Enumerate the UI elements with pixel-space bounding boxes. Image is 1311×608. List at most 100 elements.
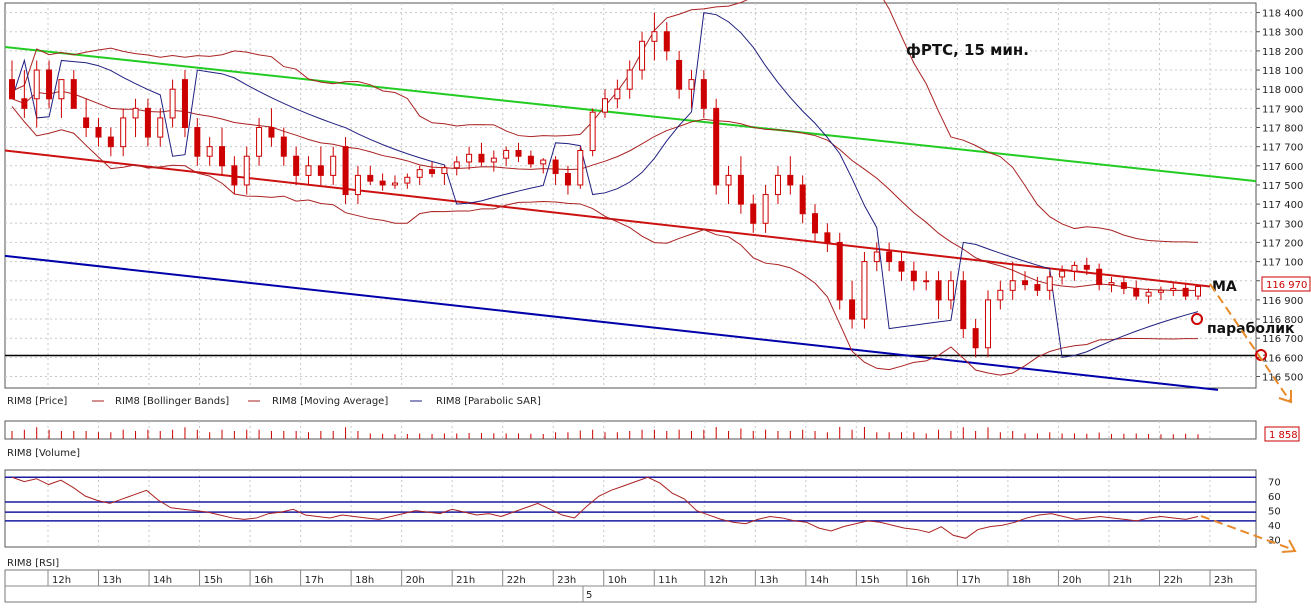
candle-body [984, 299, 991, 349]
parabolic-sar-line [11, 11, 1199, 358]
time-tick-label: 14h [810, 575, 829, 586]
candle-body [849, 299, 856, 320]
legend: RIM8 [Price] RIM8 [Bollinger Bands] RIM8… [7, 396, 541, 569]
candle-body [960, 280, 967, 330]
price-tick-label: 118 300 [1262, 28, 1303, 39]
time-tick-label: 10h [608, 575, 627, 586]
candle-body [552, 159, 559, 174]
candle-body [1182, 287, 1189, 297]
candle-body [391, 182, 398, 186]
price-forecast-arrow [1209, 283, 1291, 402]
candle-body [1096, 268, 1103, 286]
time-tick-label: 17h [961, 575, 980, 586]
candle-body [1009, 280, 1016, 291]
candle-body [280, 136, 287, 157]
candle-body [651, 31, 658, 42]
candle-body [750, 203, 757, 224]
trendline-upper-green [4, 46, 1257, 183]
price-tick-label: 117 200 [1262, 238, 1303, 249]
time-tick-label: 16h [911, 575, 930, 586]
candle-body [83, 117, 90, 129]
candle-body [490, 157, 497, 163]
legend-ma: RIM8 [Moving Average] [272, 396, 388, 407]
candle-body [799, 184, 806, 215]
legend-rsi: RIM8 [RSI] [7, 558, 59, 569]
time-tick-label: 16h [254, 575, 273, 586]
candle-body [70, 79, 77, 109]
time-tick-label: 18h [1012, 575, 1031, 586]
price-panel[interactable] [4, 2, 1257, 389]
candle-body [1108, 282, 1115, 286]
candle-body [564, 172, 571, 186]
time-tick-label: 21h [1113, 575, 1132, 586]
candle-body [861, 261, 868, 320]
rsi-series: 70 60 50 40 30 [5, 476, 1281, 547]
candle-body [169, 88, 176, 119]
price-tick-label: 118 400 [1262, 9, 1303, 20]
price-tick-label: 117 400 [1262, 200, 1303, 211]
candle-body [466, 153, 473, 163]
price-axis: 118 400 118 300 118 200 118 100 118 000 117 9… [1256, 9, 1303, 384]
candle-body [354, 174, 361, 196]
date-label: 5 [586, 590, 592, 601]
ma-annotation: MA [1212, 279, 1237, 295]
price-tick-label: 117 100 [1262, 258, 1303, 269]
candle-body [58, 79, 65, 100]
candle-body [305, 165, 312, 176]
time-tick-label: 12h [709, 575, 728, 586]
candle-body [626, 69, 633, 90]
time-tick-label: 11h [658, 575, 677, 586]
trendline-middle-red [4, 149, 1211, 288]
sar-annotation: параболик [1207, 321, 1295, 337]
candle-body [873, 251, 880, 263]
time-tick-label: 14h [153, 575, 172, 586]
candle-body [1120, 282, 1127, 289]
moving-average-line [11, 90, 1199, 292]
candle-body [515, 149, 522, 157]
rsi-forecast-arrow [1200, 515, 1295, 551]
candle-body [713, 107, 720, 186]
candle-body [1083, 264, 1090, 270]
candle-body [812, 213, 819, 234]
candle-body [1046, 276, 1053, 291]
rsi-line [11, 476, 1199, 539]
candle-body [700, 79, 707, 109]
legend-sar: RIM8 [Parabolic SAR] [436, 396, 541, 407]
candle-body [836, 241, 843, 301]
rsi-panel[interactable] [4, 469, 1257, 548]
candle-body [120, 117, 127, 148]
candle-body [181, 79, 188, 129]
candle-body [503, 149, 510, 159]
candle-body [367, 174, 374, 182]
candle-body [317, 165, 324, 176]
price-tick-label: 118 000 [1262, 85, 1303, 96]
candle-body [824, 232, 831, 243]
candle-body [663, 31, 670, 52]
candle-body [21, 98, 28, 109]
price-tick-label: 117 800 [1262, 124, 1303, 135]
candle-body [589, 111, 596, 151]
candle-body [886, 251, 893, 263]
time-tick-label: 15h [204, 575, 223, 586]
candle-body [404, 176, 411, 184]
candle-body [416, 169, 423, 178]
candle-body [1145, 291, 1152, 297]
price-tick-label: 116 800 [1262, 315, 1303, 326]
legend-volume: RIM8 [Volume] [7, 448, 80, 459]
candle-body [132, 107, 139, 119]
rsi-tick-label: 30 [1268, 536, 1281, 547]
trendlines [4, 46, 1257, 391]
parabolic-sar [11, 11, 1199, 358]
volume-panel[interactable] [4, 420, 1257, 440]
last-price-box [1261, 276, 1311, 292]
candle-body [527, 155, 534, 165]
time-tick-label: 20h [406, 575, 425, 586]
candle-body [219, 146, 226, 167]
time-tick-label: 17h [305, 575, 324, 586]
time-tick-label: 21h [456, 575, 475, 586]
chart-title: фРТС, 15 мин. [906, 41, 1029, 59]
time-tick-label: 15h [860, 575, 879, 586]
candle-body [540, 159, 547, 165]
